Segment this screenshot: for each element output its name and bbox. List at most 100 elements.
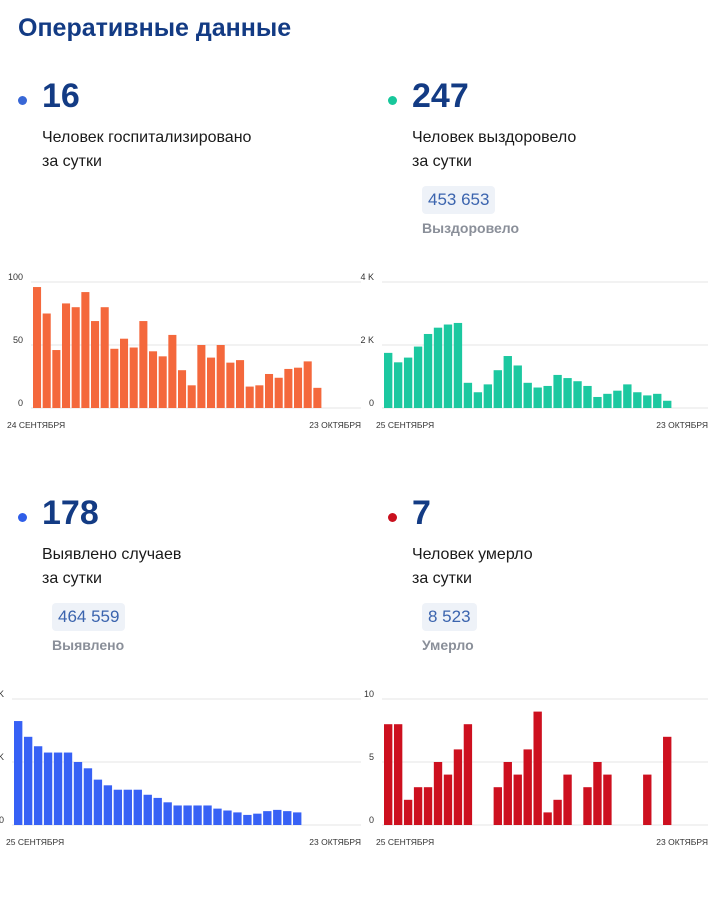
cases-bar (133, 789, 142, 825)
hospitalized-bar (284, 368, 293, 408)
cases-bar (193, 805, 202, 825)
cases-bar (23, 736, 33, 825)
deaths-y-tick-label: 0 (369, 815, 374, 825)
deaths-description: Человек умерло за сутки (412, 546, 533, 587)
hospitalized-bar (62, 303, 71, 408)
cases-bar (223, 810, 232, 825)
recovered-bar (403, 357, 413, 408)
recovered-bar (413, 346, 423, 408)
hospitalized-bar (33, 287, 42, 408)
cases-bar (183, 805, 192, 825)
cases-bar (243, 814, 252, 825)
hospitalized-bar (178, 370, 187, 408)
cases-bar (153, 797, 162, 825)
cases-chart: 0 1 K 2 K 25 СЕНТЯБРЯ 23 ОКТЯБРЯ (0, 689, 361, 847)
recovered-bar (553, 374, 562, 408)
recovered-bar (603, 393, 612, 408)
deaths-bar (463, 724, 473, 825)
cases-bar (63, 752, 73, 825)
recovered-bar (633, 392, 642, 408)
cases-bar (43, 752, 53, 825)
cases-bar (73, 762, 83, 825)
recovered-bar (473, 392, 483, 408)
recovered-bar (613, 390, 622, 408)
recovered-bar (423, 333, 433, 408)
cases-bar (293, 812, 302, 825)
cases-panel: 178 Выявлено случаев за сутки 464 559 Вы… (0, 493, 363, 913)
hospitalized-panel: 16 Человек госпитализировано за сутки 0 5… (7, 76, 363, 496)
cases-bar (283, 811, 292, 825)
hospitalized-bar (197, 345, 206, 408)
recovered-bar (513, 365, 522, 408)
hospitalized-bar (265, 373, 274, 408)
deaths-y-tick-label: 5 (369, 752, 374, 762)
hospitalized-bar (91, 321, 100, 408)
hospitalized-bar (274, 377, 283, 408)
cases-total-caption: Выявлено (52, 637, 125, 653)
deaths-dot (388, 513, 397, 522)
recovered-bar (573, 381, 582, 408)
deaths-bar (384, 724, 393, 825)
hospitalized-bar (81, 292, 90, 408)
hospitalized-y-tick-label: 0 (18, 398, 23, 408)
deaths-bar (593, 762, 602, 825)
hospitalized-count: 16 (42, 77, 80, 115)
cases-bar (103, 785, 113, 825)
deaths-bar (553, 799, 562, 825)
hospitalized-dot (18, 96, 27, 105)
recovered-dot (388, 96, 397, 105)
hospitalized-x-start-label: 24 СЕНТЯБРЯ (7, 420, 65, 430)
deaths-bar (543, 812, 552, 825)
deaths-chart: 0 5 10 25 СЕНТЯБРЯ 23 ОКТЯБРЯ (364, 689, 708, 847)
hospitalized-bar (313, 387, 322, 408)
recovered-bar (433, 327, 443, 408)
deaths-bar (393, 724, 403, 825)
cases-bar (53, 752, 63, 825)
cases-count: 178 (42, 494, 99, 532)
cases-bar (263, 811, 272, 825)
recovered-bar (443, 324, 453, 408)
cases-y-tick-label: 2 K (0, 689, 4, 699)
deaths-bar (603, 774, 612, 825)
recovered-bar (583, 385, 592, 408)
page-title: Оперативные данные (18, 14, 292, 42)
cases-bar (123, 789, 132, 825)
hospitalized-bar (187, 385, 196, 408)
deaths-bar (413, 787, 423, 825)
hospitalized-bar (71, 307, 80, 408)
recovered-bar (384, 352, 393, 408)
cases-x-end-label: 23 ОКТЯБРЯ (309, 837, 361, 847)
cases-description: Выявлено случаев за сутки (42, 546, 182, 587)
recovered-bar (543, 385, 552, 408)
recovered-x-start-label: 25 СЕНТЯБРЯ (376, 420, 434, 430)
deaths-x-start-label: 25 СЕНТЯБРЯ (376, 837, 434, 847)
deaths-bar (643, 774, 652, 825)
recovered-bar (463, 382, 473, 408)
cases-bar (93, 779, 103, 825)
hospitalized-bar (226, 362, 235, 408)
hospitalized-bar (158, 356, 167, 408)
recovered-bar (533, 387, 542, 408)
deaths-count: 7 (412, 494, 431, 532)
deaths-panel: 7 Человек умерло за сутки 8 523 Умерло 0… (364, 493, 727, 913)
recovered-panel: 247 Человек выздоровело за сутки 453 653… (360, 76, 727, 496)
recovered-bar (653, 393, 662, 408)
recovered-bar (593, 396, 602, 408)
recovered-bar (453, 322, 463, 408)
recovered-bar (503, 356, 512, 408)
recovered-y-tick-label: 4 K (360, 272, 374, 282)
deaths-bar (513, 774, 522, 825)
recovered-total-caption: Выздоровело (422, 220, 520, 236)
hospitalized-bar (303, 361, 312, 408)
recovered-bar (393, 362, 403, 408)
recovered-count: 247 (412, 77, 469, 115)
recovered-description: Человек выздоровело за сутки (412, 129, 577, 170)
cases-bar (14, 721, 23, 825)
hospitalized-bar (149, 351, 158, 408)
hospitalized-bar (110, 348, 119, 408)
deaths-bar (583, 787, 592, 825)
cases-dot (18, 513, 27, 522)
recovered-bar (483, 384, 493, 408)
deaths-y-tick-label: 10 (364, 689, 374, 699)
hospitalized-bar (52, 350, 61, 408)
